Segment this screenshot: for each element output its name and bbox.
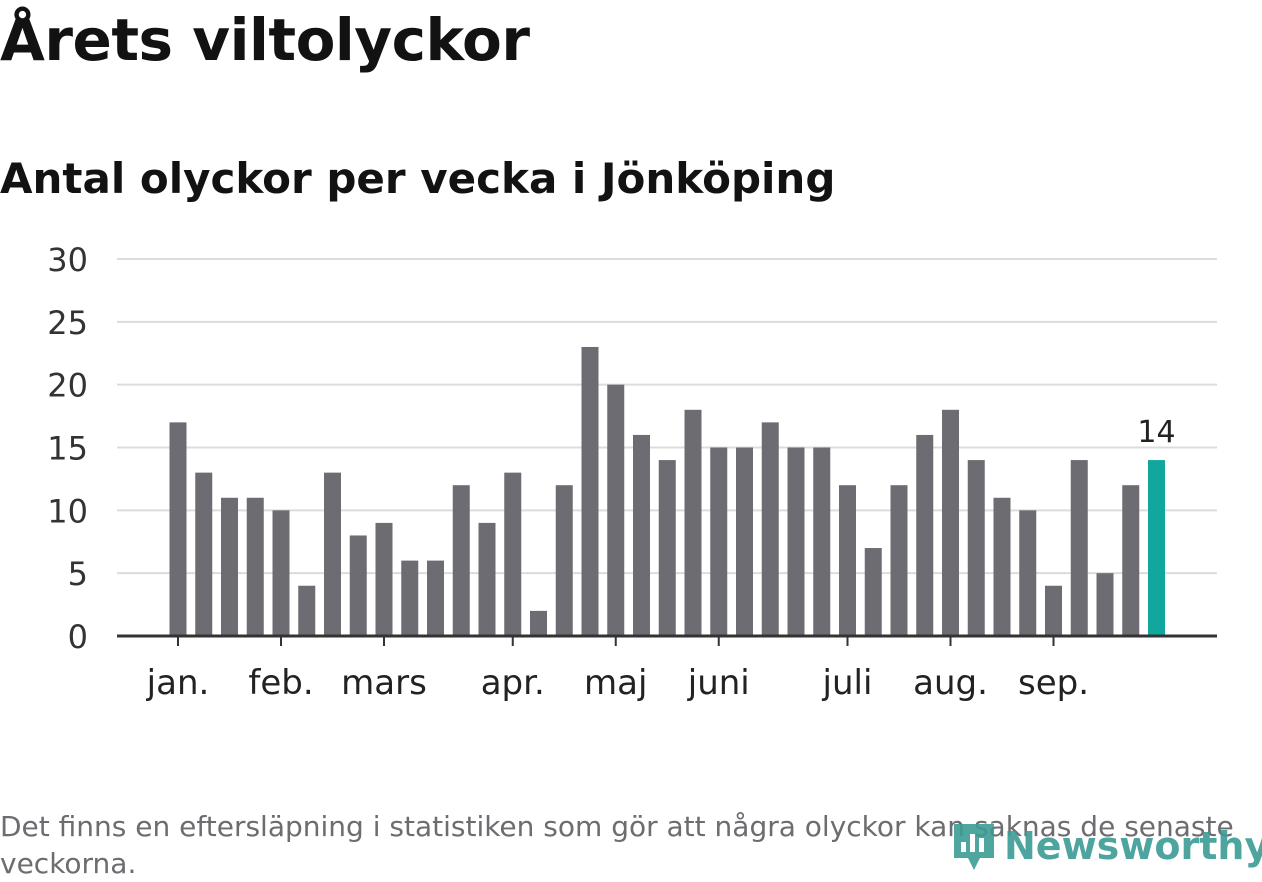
y-tick-label: 10 bbox=[47, 492, 88, 530]
bar bbox=[324, 472, 341, 636]
y-tick-label: 30 bbox=[47, 241, 88, 279]
chart-subtitle: Antal olyckor per vecka i Jönköping bbox=[0, 154, 836, 203]
x-tick-label: aug. bbox=[913, 663, 988, 703]
bar bbox=[658, 460, 676, 636]
x-tick-label: jan. bbox=[146, 663, 210, 703]
x-axis: jan. feb. mars apr. maj juni juli aug. sep. bbox=[117, 634, 1217, 703]
bar-highlight bbox=[1148, 460, 1165, 636]
bar bbox=[967, 460, 985, 636]
bar bbox=[195, 472, 213, 636]
bar bbox=[787, 447, 805, 636]
bar bbox=[555, 485, 573, 636]
bar bbox=[942, 409, 959, 636]
bar bbox=[427, 560, 444, 636]
bar bbox=[684, 409, 702, 636]
y-tick-label: 15 bbox=[47, 430, 88, 468]
bar bbox=[581, 346, 599, 636]
newsworthy-logo-icon bbox=[954, 824, 994, 870]
bar bbox=[221, 497, 238, 636]
x-tick-label: juni bbox=[687, 663, 750, 703]
bar-chart: 0 5 10 15 20 25 30 jan. feb. mars apr. maj juni juli… bbox=[47, 241, 1217, 703]
x-tick-label: feb. bbox=[248, 663, 313, 703]
bar bbox=[736, 447, 753, 636]
newsworthy-logo-text: Newsworthy bbox=[1004, 824, 1262, 868]
newsworthy-logo: Newsworthy bbox=[950, 818, 1262, 874]
bar bbox=[504, 472, 522, 636]
bar bbox=[1122, 485, 1140, 636]
x-tick-label: apr. bbox=[481, 663, 545, 703]
y-tick-label: 0 bbox=[68, 618, 88, 656]
bar bbox=[272, 510, 290, 636]
data-label-last-value: 14 bbox=[1137, 415, 1175, 450]
data-labels: 14 bbox=[1137, 415, 1175, 450]
bars bbox=[169, 346, 1165, 636]
bar bbox=[169, 422, 187, 636]
bar bbox=[1070, 460, 1088, 636]
bar bbox=[633, 434, 650, 636]
bar bbox=[890, 485, 908, 636]
y-axis-labels: 0 5 10 15 20 25 30 bbox=[47, 241, 88, 656]
bar bbox=[1045, 585, 1062, 636]
x-tick-label: sep. bbox=[1018, 663, 1089, 703]
bar bbox=[478, 522, 496, 636]
bar bbox=[1096, 573, 1114, 636]
bar bbox=[864, 548, 882, 636]
bar bbox=[401, 560, 419, 636]
x-tick-label: maj bbox=[584, 663, 647, 703]
bar bbox=[246, 497, 264, 636]
bar bbox=[761, 422, 779, 636]
y-tick-label: 5 bbox=[68, 555, 88, 593]
bar bbox=[916, 434, 934, 636]
bar bbox=[607, 384, 625, 636]
bar bbox=[452, 485, 470, 636]
bar bbox=[1019, 510, 1037, 636]
bar bbox=[710, 447, 728, 636]
bar bbox=[375, 522, 393, 636]
footnote: Det finns en eftersläpning i statistiken… bbox=[0, 810, 1234, 880]
chart-title: Årets viltolyckor bbox=[0, 6, 530, 74]
bar bbox=[298, 585, 316, 636]
bar bbox=[993, 497, 1011, 636]
bar bbox=[813, 447, 831, 636]
x-tick-label: mars bbox=[341, 663, 427, 703]
y-tick-label: 20 bbox=[47, 367, 88, 405]
bar bbox=[839, 485, 856, 636]
x-tick-label: juli bbox=[822, 663, 873, 703]
bar bbox=[530, 610, 547, 636]
bar bbox=[349, 535, 367, 636]
y-tick-label: 25 bbox=[47, 304, 88, 342]
